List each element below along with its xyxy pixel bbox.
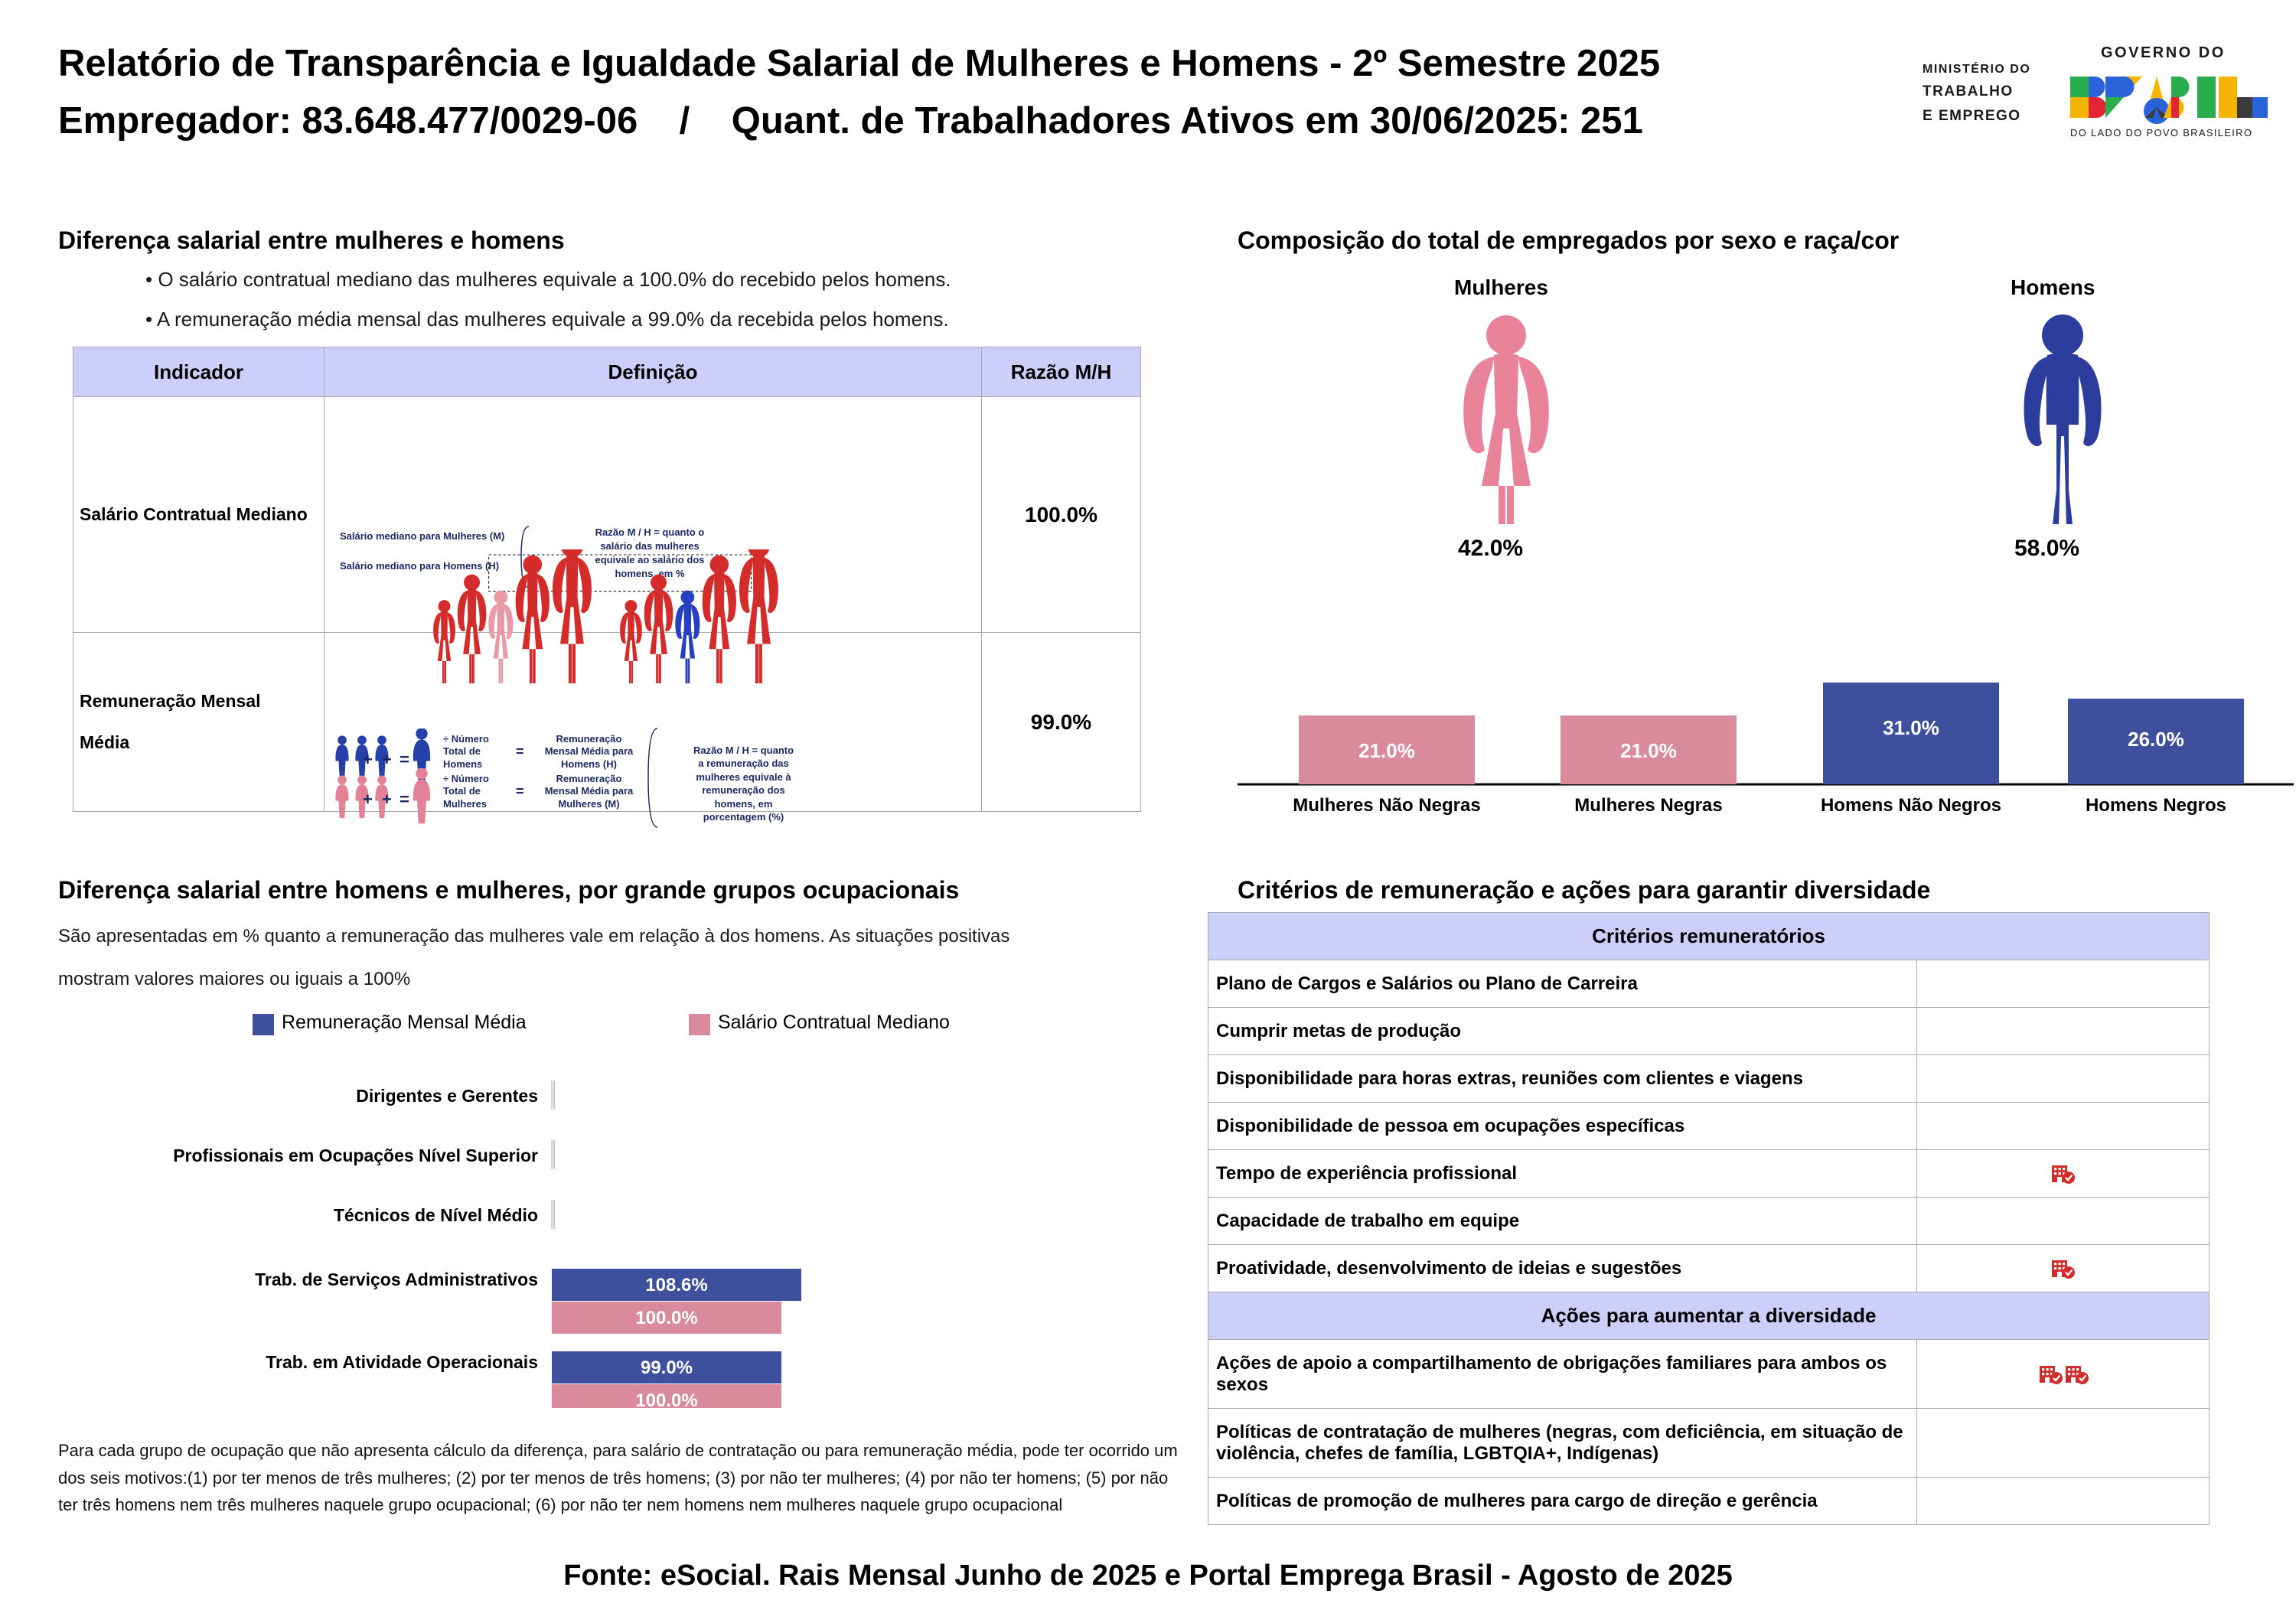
svg-text:=: = [400, 750, 409, 769]
svg-text:=: = [400, 790, 409, 809]
svg-text:Profissionais em Ocupações Nív: Profissionais em Ocupações Nível Superio… [173, 1146, 538, 1165]
svg-text:Trab. de Serviços Administrati: Trab. de Serviços Administrativos [255, 1269, 538, 1289]
svg-text:GOVERNO DO: GOVERNO DO [2101, 44, 2226, 61]
svg-text:100.0%: 100.0% [635, 1390, 697, 1408]
svg-text:Trab. em Atividade Operacionai: Trab. em Atividade Operacionais [266, 1352, 538, 1372]
svg-text:21.0%: 21.0% [1358, 739, 1415, 762]
svg-text:Mulheres Negras: Mulheres Negras [1574, 795, 1722, 816]
svg-text:Mulheres Não Negras: Mulheres Não Negras [1293, 795, 1480, 816]
svg-text:21.0%: 21.0% [1620, 739, 1677, 762]
svg-text:26.0%: 26.0% [2128, 728, 2184, 751]
svg-text:+: + [382, 750, 392, 769]
svg-text:+: + [382, 790, 392, 809]
svg-text:DO LADO DO POVO BRASILEIRO: DO LADO DO POVO BRASILEIRO [2070, 127, 2252, 139]
svg-text:100.0%: 100.0% [635, 1308, 697, 1328]
svg-text:Homens Negros: Homens Negros [2086, 795, 2226, 816]
svg-text:31.0%: 31.0% [1883, 716, 1939, 739]
svg-text:Dirigentes e Gerentes: Dirigentes e Gerentes [356, 1086, 538, 1106]
svg-text:108.6%: 108.6% [645, 1275, 707, 1295]
svg-text:Técnicos de Nível Médio: Técnicos de Nível Médio [334, 1205, 538, 1225]
svg-text:+: + [363, 750, 373, 769]
svg-text:99.0%: 99.0% [641, 1357, 693, 1378]
svg-text:Homens Não Negros: Homens Não Negros [1821, 795, 2001, 816]
svg-text:+: + [363, 790, 373, 809]
